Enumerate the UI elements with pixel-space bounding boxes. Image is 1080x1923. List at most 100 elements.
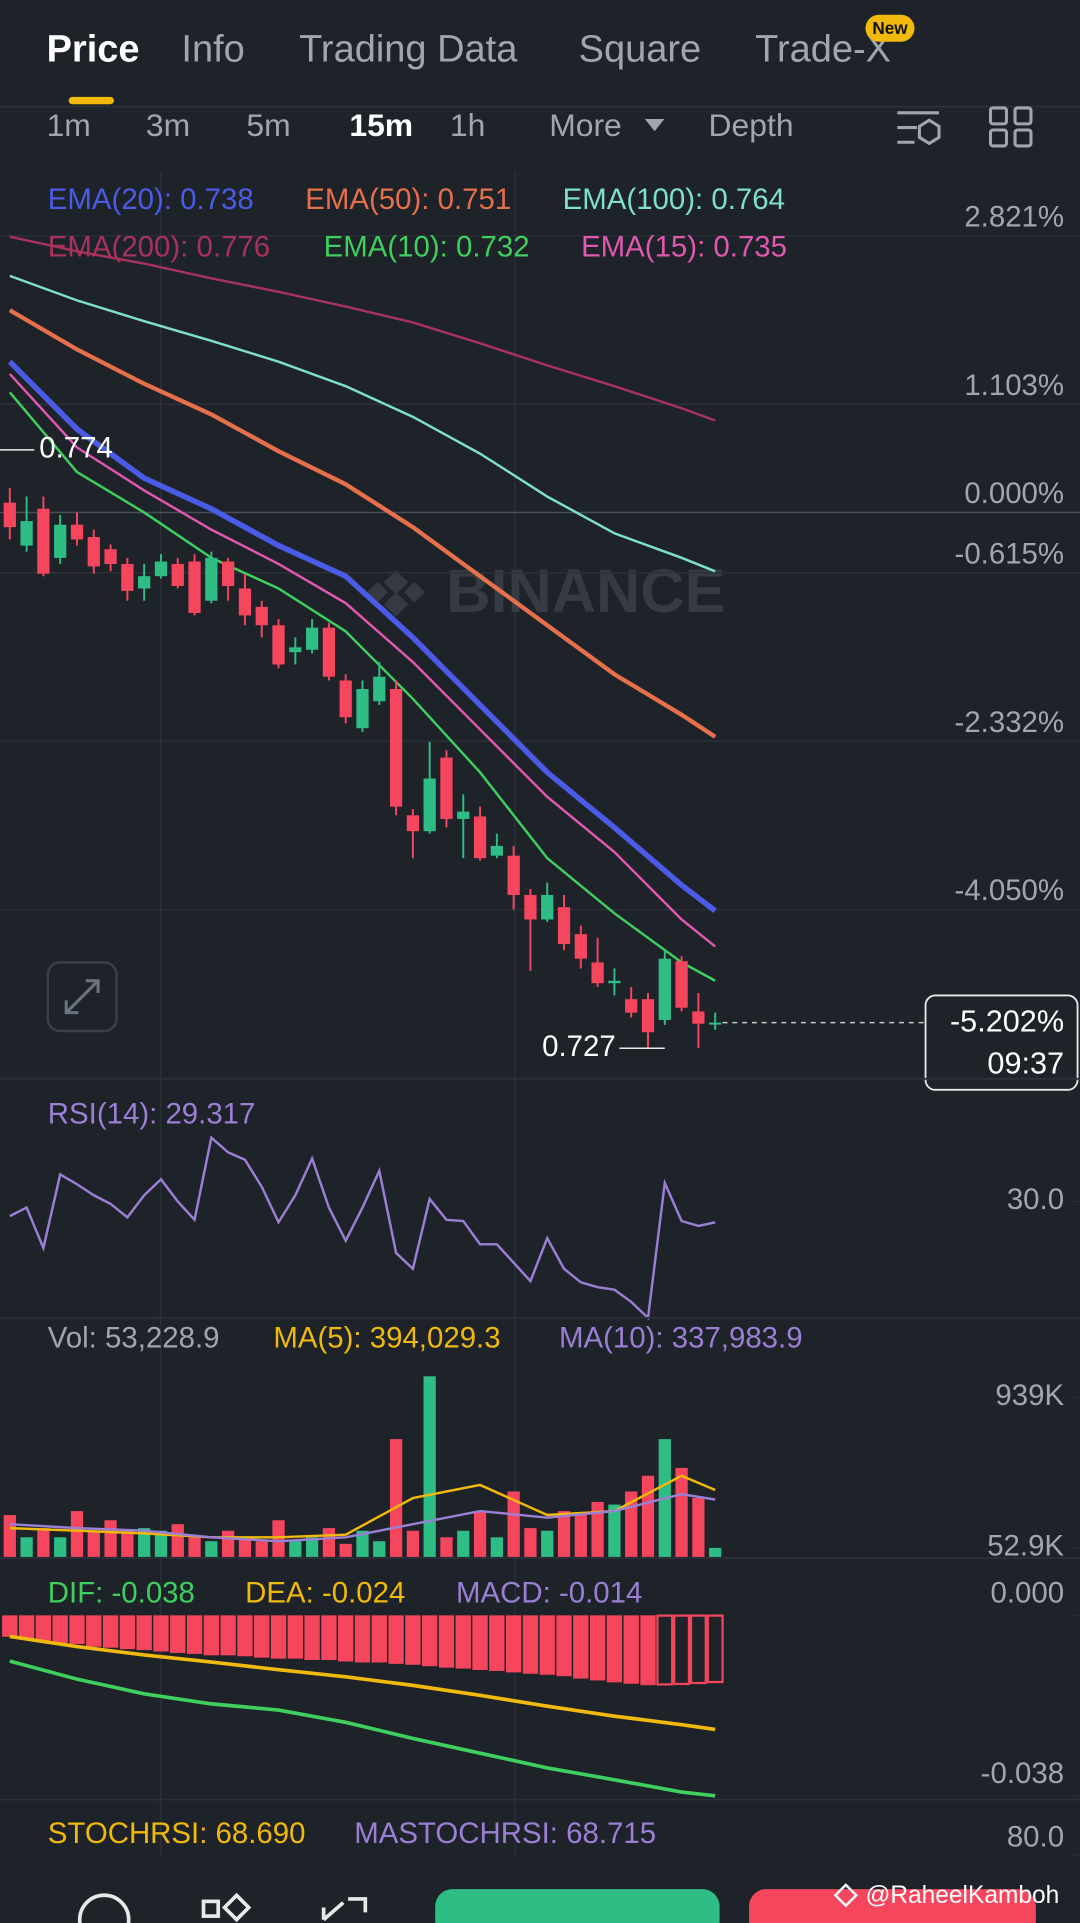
- rsi-line: [9, 1135, 716, 1321]
- legend-entry: MACD: -0.014: [456, 1577, 642, 1610]
- tab-price[interactable]: Price: [47, 29, 140, 71]
- bottom-toolbar: @RaheelKamboh: [0, 1858, 1080, 1923]
- legend-entry: EMA(50): 0.751: [305, 183, 511, 216]
- candle-body: [406, 815, 420, 832]
- volume-bar: [389, 1439, 403, 1557]
- sell-button[interactable]: [749, 1889, 1036, 1923]
- macd-bar: [422, 1615, 438, 1667]
- candle-body: [591, 962, 604, 984]
- active-tab-underline: [68, 96, 115, 105]
- volume-bar: [104, 1520, 117, 1557]
- credit: @RaheelKamboh: [865, 1882, 1059, 1909]
- extreme-marker-label: 0.727: [542, 1030, 616, 1063]
- timeframe[interactable]: 1h: [450, 107, 485, 143]
- watermark: BINANCE: [446, 557, 725, 625]
- macd-bar: [203, 1615, 220, 1656]
- indicator-settings-icon[interactable]: [897, 111, 941, 146]
- volume-bar: [406, 1530, 420, 1557]
- timeframe[interactable]: 3m: [146, 107, 190, 143]
- macd-bar: [706, 1614, 724, 1684]
- macd-line: [9, 1659, 716, 1798]
- candle-body: [473, 816, 487, 859]
- legend-entry: DIF: -0.038: [48, 1577, 195, 1610]
- candle-body: [641, 999, 655, 1033]
- y-tick-label: 1.103%: [964, 369, 1064, 402]
- toolbar-icon[interactable]: [321, 1897, 368, 1922]
- candle-body: [507, 855, 520, 895]
- macd-bar: [623, 1615, 639, 1684]
- candle-body: [289, 647, 302, 653]
- candle-body: [255, 606, 268, 626]
- volume-bar: [272, 1520, 285, 1557]
- extreme-marker-label: 0.774: [39, 432, 113, 465]
- volume-bar: [473, 1511, 487, 1557]
- ema-line: [9, 235, 716, 422]
- price-tag-countdown: 09:37: [987, 1046, 1064, 1080]
- volume-bar: [541, 1530, 554, 1557]
- legend-entry: STOCHRSI: 68.690: [48, 1817, 306, 1850]
- macd-bar: [254, 1615, 270, 1658]
- candle-body: [423, 778, 436, 832]
- volume-bar: [440, 1537, 453, 1557]
- tab-trading-data[interactable]: Trading Data: [299, 29, 518, 71]
- indicator-title: Vol: 53,228.9: [48, 1322, 220, 1355]
- volume-bar: [87, 1530, 100, 1557]
- timeframe-more[interactable]: More: [549, 107, 622, 143]
- macd-bar: [52, 1615, 68, 1643]
- expand-button[interactable]: [46, 961, 118, 1033]
- plot: 2.821% 1.103% 0.000% -0.615% -2.332% -4.050% E…: [0, 183, 1080, 1856]
- layout-icon[interactable]: [988, 106, 1033, 148]
- candle-body: [692, 1011, 705, 1024]
- macd-bar: [170, 1615, 186, 1653]
- y-tick-label: 52.9K: [987, 1530, 1064, 1563]
- candle-body: [373, 676, 386, 702]
- candle-body: [272, 625, 285, 665]
- candle-body: [37, 508, 50, 574]
- new-badge-text: New: [872, 18, 908, 38]
- timeframe-active[interactable]: 15m: [349, 107, 413, 143]
- indicator-title: RSI(14): 29.317: [48, 1097, 256, 1130]
- ema-line: [8, 373, 716, 948]
- y-tick-label: -0.615%: [955, 537, 1065, 570]
- volume-bar: [238, 1537, 252, 1557]
- macd-bar: [35, 1615, 52, 1641]
- volume-bar: [289, 1541, 302, 1557]
- tab-info[interactable]: Info: [181, 29, 244, 71]
- macd-bar: [556, 1615, 572, 1677]
- candle-body: [171, 563, 184, 587]
- price-tag-change: -5.202%: [950, 1005, 1064, 1039]
- ema-line: [9, 274, 716, 573]
- macd-bar: [304, 1615, 320, 1661]
- moving-average-line: [9, 1492, 716, 1543]
- macd-bar: [18, 1615, 35, 1640]
- tab-square[interactable]: Square: [579, 29, 702, 71]
- toolbar-icon[interactable]: [201, 1892, 252, 1923]
- volume-bar: [255, 1541, 268, 1557]
- legend-entry: EMA(20): 0.738: [48, 183, 254, 216]
- volume-bar: [3, 1515, 16, 1557]
- candle-body: [574, 934, 587, 959]
- candle-body: [608, 980, 621, 984]
- depth-button[interactable]: Depth: [709, 107, 794, 143]
- volume-bar: [171, 1524, 184, 1557]
- volume-bar: [154, 1530, 168, 1557]
- toolbar-icon[interactable]: [77, 1893, 131, 1923]
- y-tick-label: -2.332%: [955, 706, 1065, 739]
- volume-bar: [641, 1475, 655, 1557]
- macd-bar: [489, 1615, 505, 1671]
- buy-button[interactable]: [435, 1889, 720, 1923]
- candle-body: [104, 549, 117, 564]
- volume-bar: [121, 1530, 134, 1557]
- moving-average-line: [9, 1474, 716, 1539]
- candle-body: [238, 588, 252, 616]
- timeframe[interactable]: 1m: [47, 107, 91, 143]
- volume-bar: [138, 1528, 151, 1557]
- macd-bar: [321, 1615, 337, 1661]
- timeframe[interactable]: 5m: [246, 107, 290, 143]
- candle-body: [490, 845, 503, 856]
- volume-bar: [20, 1537, 33, 1557]
- macd-bar: [270, 1615, 287, 1659]
- macd-bar: [136, 1615, 152, 1651]
- candle-body: [70, 524, 84, 540]
